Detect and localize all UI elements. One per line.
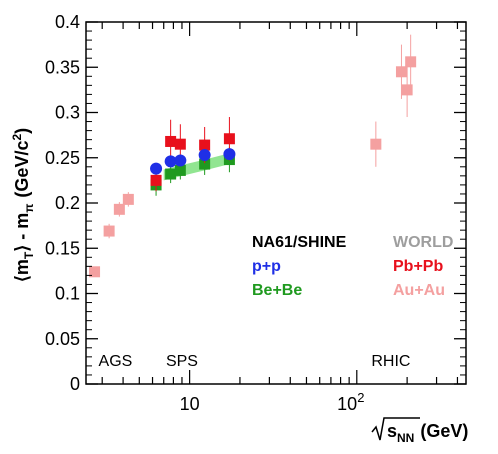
point-pp (150, 162, 163, 175)
point-bebe (174, 164, 186, 176)
y-tick-label: 0.1 (55, 284, 80, 304)
series-pbpb (150, 117, 235, 192)
plot-frame (85, 21, 467, 385)
legend-pbpb: Pb+Pb (393, 258, 443, 275)
point-auau (370, 138, 382, 150)
point-auau (405, 56, 417, 68)
legend-na61: NA61/SHINE (252, 234, 347, 251)
point-auau (401, 84, 413, 96)
y-axis-title: ⟨mT⟩ - mπ(GeV/c2) (10, 128, 36, 282)
y-tick-label: 0.05 (45, 329, 80, 349)
x-tick-label: 102 (337, 390, 364, 414)
plot-border (85, 21, 467, 385)
series-layer (89, 34, 417, 278)
y-tick-label: 0.2 (55, 193, 80, 213)
legend-auau: Au+Au (393, 282, 445, 299)
point-pp (198, 149, 211, 162)
y-tick-label: 0.3 (55, 103, 80, 123)
point-bebe (165, 168, 177, 180)
x-axis-title-text: sNN (GeV) (387, 421, 468, 445)
axes: 0 0.05 0.1 0.15 0.2 0.25 0.3 0.35 0.4 10 102 (45, 12, 466, 414)
series-pp (150, 148, 236, 175)
point-pbpb (174, 138, 186, 150)
point-auau (395, 66, 407, 78)
point-pp (174, 154, 187, 167)
point-auau (89, 266, 101, 278)
y-tick-label: 0 (70, 374, 80, 394)
series-auau (89, 34, 417, 278)
y-tick-label: 0.25 (45, 148, 80, 168)
point-pbpb (165, 135, 177, 147)
point-auau (113, 203, 125, 215)
y-tick-label: 0.15 (45, 238, 80, 258)
point-auau (122, 193, 134, 205)
point-pbpb (199, 139, 211, 151)
point-auau (103, 225, 115, 237)
x-tick-label: 10 (180, 394, 200, 414)
point-pbpb (223, 133, 235, 145)
point-pbpb (150, 174, 162, 186)
x-axis-title: sNN (GeV) (371, 417, 468, 445)
region-label-rhic: RHIC (371, 353, 410, 370)
sqrt-symbol (371, 417, 420, 441)
y-tick-label: 0.4 (55, 12, 80, 32)
legend-pp: p+p (252, 258, 281, 275)
point-pp (164, 155, 177, 168)
legend-world: WORLD (393, 234, 453, 251)
region-labels: AGS SPS RHIC (99, 353, 411, 370)
point-bebe (199, 158, 211, 170)
region-label-sps: SPS (166, 353, 198, 370)
legend-bebe: Be+Be (252, 282, 302, 299)
point-pp (223, 148, 236, 161)
y-tick-label: 0.35 (45, 57, 80, 77)
region-label-ags: AGS (99, 353, 133, 370)
legend: NA61/SHINE p+p Be+Be WORLD Pb+Pb Au+Au (252, 234, 453, 299)
